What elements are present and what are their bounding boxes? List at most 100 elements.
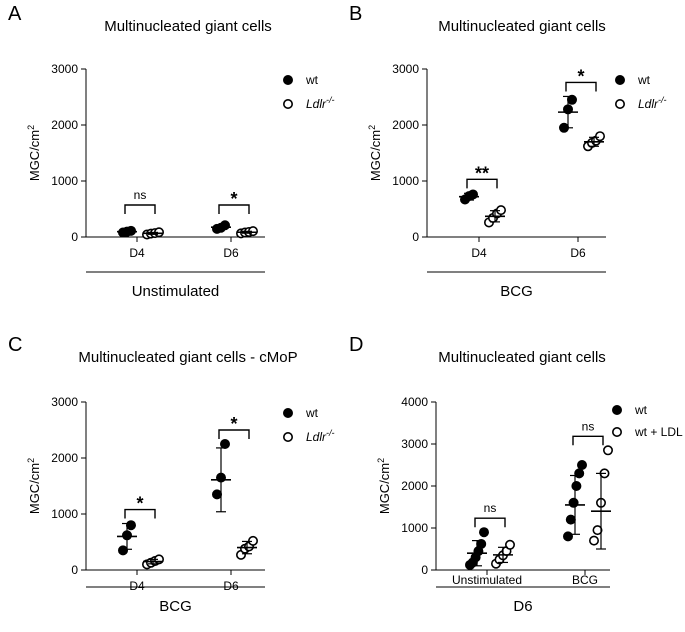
series-open <box>483 131 605 228</box>
data-point <box>118 545 129 556</box>
y-axis-label-superscript: 2 <box>367 125 377 130</box>
data-point <box>602 445 613 456</box>
legend-marker <box>611 426 622 437</box>
data-point <box>565 514 576 525</box>
legend-label: wt + LDL <box>634 425 683 439</box>
data-point <box>576 459 587 470</box>
y-tick-label: 0 <box>412 230 419 244</box>
y-tick-label: 1000 <box>401 521 428 535</box>
legend-label-superscript: -/- <box>326 95 335 105</box>
y-axis-label-text: MGC/cm <box>368 130 383 181</box>
data-point <box>212 489 223 500</box>
legend-label-text: Ldlr <box>306 430 327 444</box>
significance-label: ns <box>582 419 595 433</box>
legend-label: Ldlr-/- <box>306 95 335 111</box>
y-tick-label: 3000 <box>392 62 419 76</box>
y-axis-label: MGC/cm2 <box>26 458 42 514</box>
y-tick-label: 3000 <box>401 437 428 451</box>
series-open <box>490 445 613 569</box>
significance-label: * <box>230 189 237 209</box>
legend-label-text: Ldlr <box>638 97 659 111</box>
y-axis-label-text: MGC/cm <box>377 463 392 514</box>
y-axis-label-superscript: 2 <box>26 125 36 130</box>
significance-bracket <box>466 178 498 189</box>
y-axis-label-text: MGC/cm <box>27 463 42 514</box>
y-tick-label: 0 <box>71 230 78 244</box>
legend-label: wt <box>637 73 651 87</box>
legend-label: wt <box>305 73 319 87</box>
legend-marker <box>614 99 625 110</box>
data-point <box>568 497 579 508</box>
significance-bracket <box>474 517 506 528</box>
y-tick-label: 3000 <box>51 395 78 409</box>
legend-label: Ldlr-/- <box>306 428 335 444</box>
data-point <box>592 525 603 536</box>
significance-label: * <box>136 494 143 514</box>
legend-marker <box>282 75 293 86</box>
y-tick-label: 4000 <box>401 395 428 409</box>
x-tick-label: D4 <box>471 246 487 260</box>
significance-bracket <box>565 81 597 92</box>
legend-label-superscript: -/- <box>326 428 335 438</box>
x-tick-label: D6 <box>570 246 586 260</box>
significance-label: * <box>577 66 584 86</box>
data-point <box>220 438 231 449</box>
legend-label: Ldlr-/- <box>638 95 667 111</box>
legend-marker <box>614 75 625 86</box>
y-axis-label-text: MGC/cm <box>27 130 42 181</box>
y-axis-label-superscript: 2 <box>376 458 386 463</box>
y-tick-label: 1000 <box>392 174 419 188</box>
panel-b: B Multinucleated giant cells MGC/cm2 0 1000 2… <box>349 3 667 300</box>
significance-label: ns <box>484 501 497 515</box>
chart-title: Multinucleated giant cells <box>438 18 606 35</box>
legend-label: wt <box>305 406 319 420</box>
series-filled <box>117 438 231 556</box>
y-axis-label: MGC/cm2 <box>26 125 42 181</box>
panel-d: D Multinucleated giant cells MGC/cm2 0 1000 2… <box>349 334 683 615</box>
data-point <box>478 527 489 538</box>
legend-label-superscript: -/- <box>658 95 667 105</box>
legend-label-text: Ldlr <box>306 97 327 111</box>
y-tick-label: 0 <box>71 563 78 577</box>
legend-label-text: wt <box>637 73 651 87</box>
data-point <box>574 468 585 479</box>
y-tick-label: 2000 <box>392 118 419 132</box>
x-tick-label: D6 <box>223 579 239 593</box>
legend-marker <box>282 407 293 418</box>
significance-bracket <box>124 204 156 214</box>
chart-title: Multinucleated giant cells <box>438 349 606 366</box>
series-filled <box>464 459 587 570</box>
panel-letter: C <box>8 334 22 356</box>
y-tick-label: 2000 <box>51 451 78 465</box>
y-axis-label: MGC/cm2 <box>367 125 383 181</box>
x-tick-label: D4 <box>129 246 145 260</box>
panel-letter: A <box>8 3 22 25</box>
legend-marker <box>282 431 293 442</box>
significance-bracket <box>124 508 156 519</box>
legend-marker <box>282 99 293 110</box>
legend-label-text: wt <box>634 403 648 417</box>
significance-bracket <box>218 204 250 214</box>
panel-a: A Multinucleated giant cells MGC/cm2 0 1000 2… <box>8 3 335 300</box>
panel-letter: B <box>349 3 362 25</box>
significance-label: ** <box>475 163 489 183</box>
data-point <box>588 535 599 546</box>
x-tick-label: Unstimulated <box>452 573 522 587</box>
data-point <box>126 520 137 531</box>
y-tick-label: 2000 <box>51 118 78 132</box>
y-axis-label: MGC/cm2 <box>376 458 392 514</box>
panel-c: C Multinucleated giant cells - cMoP MGC/cm… <box>8 334 335 615</box>
y-tick-label: 3000 <box>51 62 78 76</box>
series-open <box>142 535 259 570</box>
legend-label: wt <box>634 403 648 417</box>
y-tick-label: 2000 <box>401 479 428 493</box>
chart-title: Multinucleated giant cells <box>104 18 272 35</box>
significance-label: * <box>230 414 237 434</box>
group-label: BCG <box>159 598 192 615</box>
group-label: BCG <box>500 283 533 300</box>
legend-label-text: wt <box>305 73 319 87</box>
y-tick-label: 1000 <box>51 507 78 521</box>
group-label: Unstimulated <box>132 283 220 300</box>
data-point <box>571 480 582 491</box>
